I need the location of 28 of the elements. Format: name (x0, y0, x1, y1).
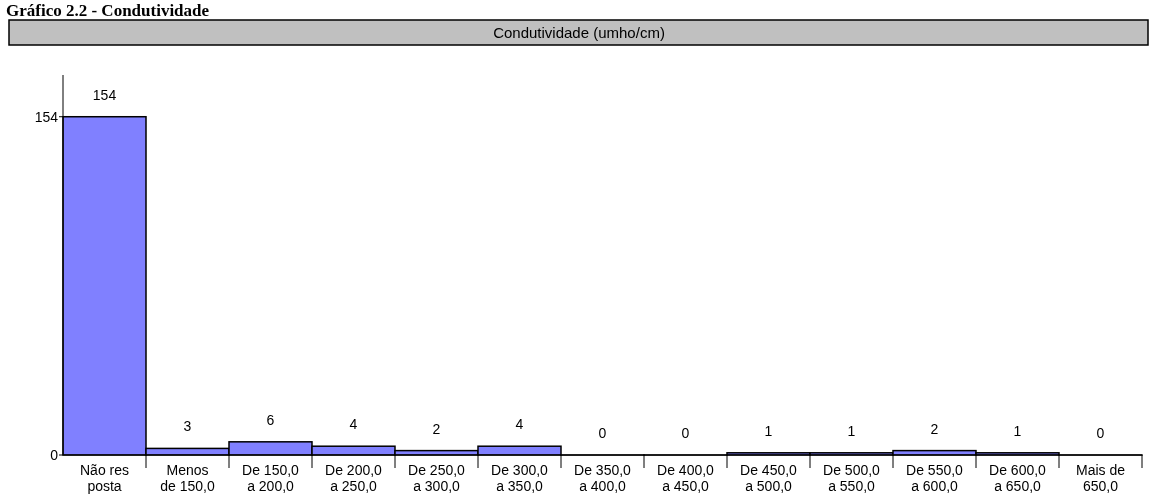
x-tick-label: De 350,0 a 400,0 (574, 462, 632, 494)
data-label: 1 (764, 422, 773, 439)
data-label: 1 (847, 422, 856, 439)
data-label: 0 (681, 425, 690, 441)
data-label: 0 (1096, 425, 1105, 441)
x-tick-label: Menos de 150,0 (160, 462, 215, 494)
x-tick-label: De 450,0 a 500,0 (740, 462, 798, 494)
chart-subtitle: Condutividade (umho/cm) (493, 24, 665, 41)
data-label: 0 (598, 425, 607, 441)
x-tick-label: De 600,0 a 650,0 (989, 462, 1047, 494)
data-label: 3 (183, 418, 192, 435)
x-tick-label: De 400,0 a 450,0 (657, 462, 715, 494)
x-tick-label: De 500,0 a 550,0 (823, 462, 881, 494)
x-tick-label: Mais de 650,0 (1075, 462, 1126, 494)
data-label: 4 (349, 416, 358, 433)
data-label: 2 (432, 420, 441, 437)
x-tick-label: De 150,0 a 200,0 (242, 462, 300, 494)
x-tick-label: De 200,0 a 250,0 (325, 462, 383, 494)
data-label: 154 (92, 86, 117, 103)
data-label: 1 (1013, 422, 1022, 439)
x-tick-label: De 300,0 a 350,0 (491, 462, 549, 494)
x-tick-label: Não res posta (79, 462, 130, 494)
data-label: 6 (266, 411, 275, 428)
x-tick-label: De 550,0 a 600,0 (906, 462, 964, 494)
data-label: 2 (930, 420, 939, 437)
x-tick-label: De 250,0 a 300,0 (408, 462, 466, 494)
chart-title: Gráfico 2.2 - Condutividade (6, 1, 210, 20)
data-label: 4 (515, 416, 524, 433)
